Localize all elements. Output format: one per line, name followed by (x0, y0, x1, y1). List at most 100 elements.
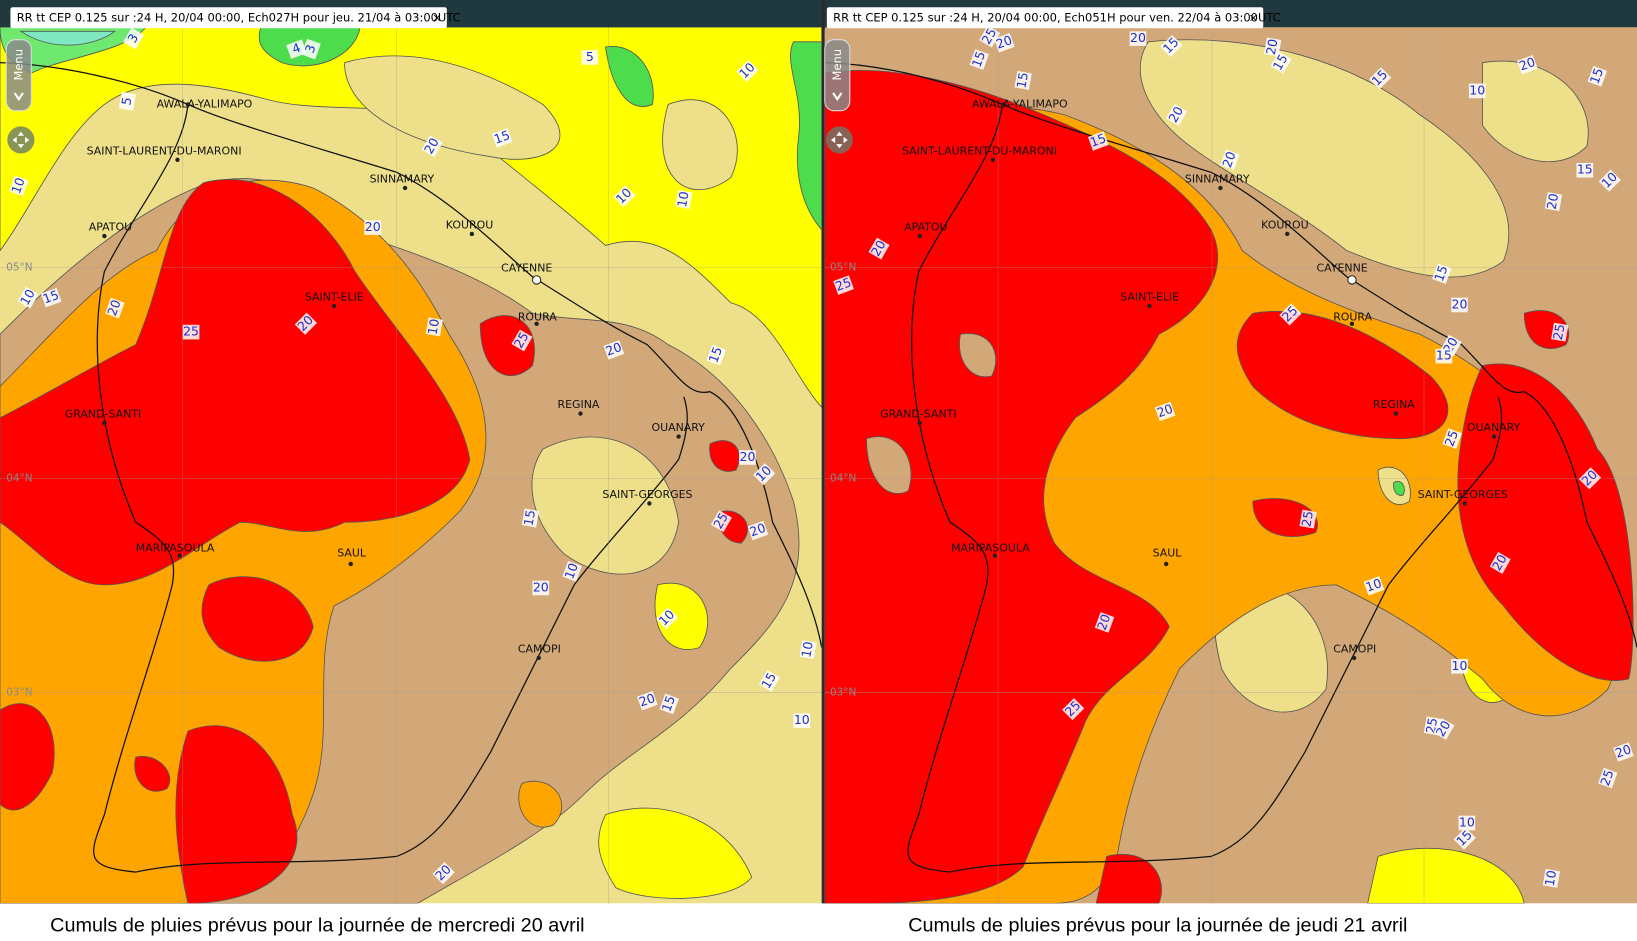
menu-bg[interactable] (824, 39, 851, 112)
contour-label-text: 15 (758, 670, 779, 691)
contour-label-bg (421, 135, 443, 158)
contour-label-bg (659, 693, 679, 715)
place-dot (1462, 501, 1467, 506)
contour-label: 10 (798, 640, 817, 660)
contour-label-bg (993, 33, 1015, 53)
pan-control[interactable] (7, 126, 35, 154)
contour-label-text: 15 (1013, 71, 1031, 89)
place-dot (175, 157, 180, 162)
contour-label-bg (40, 287, 62, 308)
contour-label-text: 10 (1542, 869, 1560, 887)
header-close[interactable]: × (432, 10, 442, 24)
contour-label: 20 (1544, 192, 1563, 212)
contour-label-bg (1270, 51, 1292, 74)
contour-label-text: 5 (118, 96, 134, 106)
lat-label: 05°N (830, 261, 856, 273)
place-label: AWALA-YALIMAPO (157, 97, 253, 110)
lat-label: 04°N (830, 472, 856, 484)
contour-label-bg (1453, 827, 1476, 850)
menu-button[interactable]: Menu (5, 39, 32, 112)
contour-label-text: 10 (798, 640, 816, 658)
contour-label-bg (1279, 303, 1302, 326)
contour-label-bg (9, 175, 29, 197)
contour-label: 10 (17, 286, 39, 309)
contour-label: 15 (521, 508, 540, 528)
place-dot (536, 655, 541, 661)
contour-label: 15 (1088, 130, 1109, 151)
contour-label: 3 (123, 27, 145, 50)
contour-label: 5 (118, 91, 137, 111)
contour-label-bg (747, 520, 769, 541)
contour-label-bg (182, 324, 200, 340)
menu-bg[interactable] (5, 39, 32, 112)
contour-label-bg (1160, 34, 1183, 58)
header-close[interactable]: × (1249, 10, 1259, 24)
place-dot (348, 561, 353, 567)
contour-label-bg (1451, 659, 1468, 674)
contour-label-text: 20 (1165, 104, 1186, 125)
contour-label: 25 (511, 329, 533, 352)
contour-label-bg (1087, 131, 1109, 151)
contour-label-bg (799, 640, 817, 660)
contour-label-text: 20 (1219, 149, 1239, 169)
contour-label: 10 (8, 175, 29, 197)
header-tab (10, 7, 447, 29)
contour-label-bg (1299, 509, 1317, 529)
place-dot (102, 233, 107, 239)
place-dot (102, 420, 107, 426)
pan-bg[interactable] (825, 126, 853, 154)
map-left (0, 27, 822, 904)
contour-label: 20 (1129, 30, 1147, 46)
contour-label-bg (17, 286, 39, 309)
contour-label: 10 (793, 712, 811, 728)
lat-label: 05°N (6, 261, 32, 273)
contour-label: 10 (1468, 82, 1486, 99)
contour-label: 20 (104, 298, 125, 319)
contour-label-text: 20 (1489, 552, 1510, 573)
contour-label-bg (491, 128, 513, 148)
contour-label-bg (1154, 401, 1176, 422)
contour-label: 20 (1451, 296, 1468, 313)
menu-text[interactable]: Menu (830, 49, 844, 81)
contour-label-bg (1458, 815, 1476, 831)
pan-arrows[interactable] (831, 131, 848, 149)
place-dot (1001, 102, 1006, 107)
contour-label: 20 (637, 690, 658, 711)
contour-label-text: 10 (794, 712, 810, 727)
place-label: AWALA-YALIMAPO (972, 97, 1068, 110)
place-label: CAYENNE (1316, 261, 1367, 274)
lat-label: 03°N (6, 686, 32, 698)
contour-label-bg (1489, 552, 1511, 574)
menu-chevron[interactable] (832, 92, 843, 102)
menu-text[interactable]: Menu (11, 49, 25, 81)
menu-button[interactable]: Menu (824, 39, 851, 112)
pan-control[interactable] (825, 126, 853, 154)
pan-bg[interactable] (7, 126, 35, 154)
header-tab (826, 7, 1264, 29)
place-label: KOUROU (1261, 219, 1308, 232)
contour-label: 10 (1458, 814, 1476, 831)
contour-label-bg (1613, 742, 1634, 762)
contour-label: 10 (655, 607, 679, 630)
place-label: GRAND-SANTI (65, 408, 141, 421)
contour-label-text: 20 (533, 579, 549, 594)
contour-label: 10 (1542, 868, 1561, 888)
map-right (824, 27, 1637, 904)
place-label: CAMOPI (1333, 643, 1376, 656)
menu-chevron[interactable] (13, 92, 24, 102)
contour-label-text: 20 (1517, 54, 1537, 74)
place-dot (1393, 411, 1399, 416)
contour-label-text: 20 (1155, 401, 1175, 421)
place-label: SAUL (337, 547, 367, 560)
pan-arrows[interactable] (12, 131, 30, 149)
place-dot (1285, 231, 1290, 237)
place-label: SAINT-GEORGES (602, 488, 692, 501)
contour-label-bg (868, 237, 890, 260)
contour-label-text: 25 (1298, 510, 1316, 528)
place-dot (1163, 561, 1169, 567)
contour-label-bg (613, 185, 636, 208)
contour-label-bg (364, 220, 382, 235)
contour-label-bg (562, 560, 582, 582)
place-label: SAINT-ELIE (305, 291, 364, 304)
place-dot (1347, 275, 1357, 285)
